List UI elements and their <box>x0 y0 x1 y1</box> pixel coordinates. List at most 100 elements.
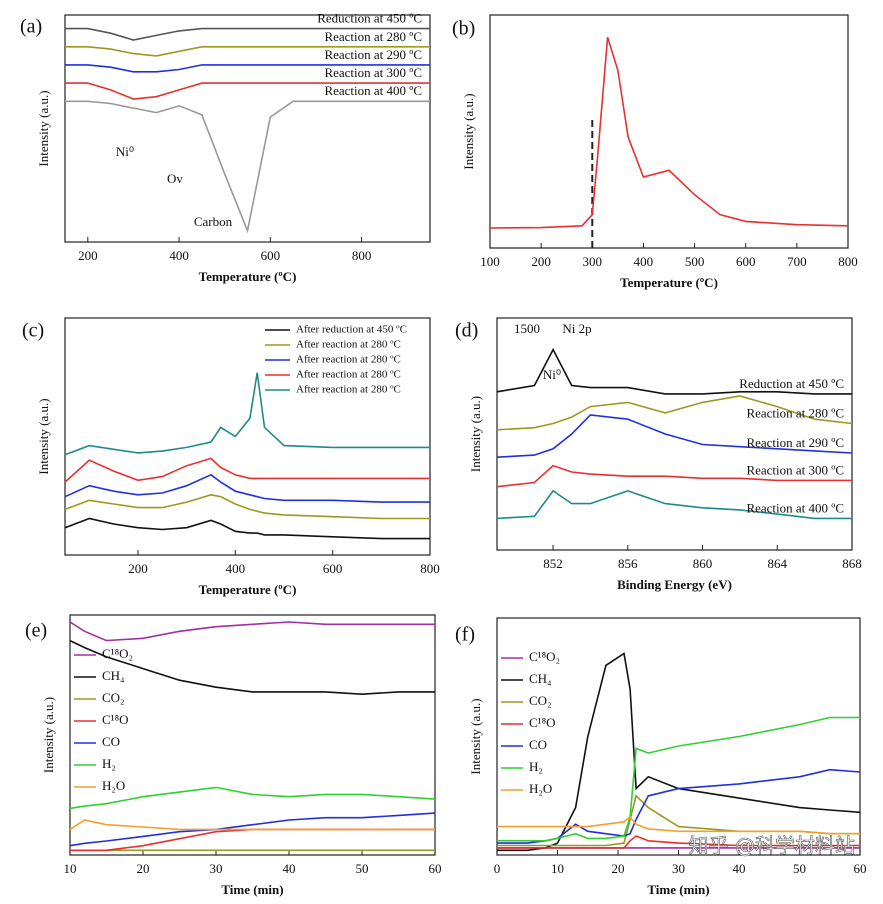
data-line <box>497 815 860 835</box>
data-line <box>65 46 430 57</box>
x-axis-title: Temperature (ºC) <box>199 582 297 597</box>
legend-label: H₂ <box>529 759 543 774</box>
x-tick-label: 200 <box>78 248 98 263</box>
legend-label: C¹⁸O <box>529 715 556 730</box>
data-line <box>69 812 436 847</box>
x-tick-label: 20 <box>612 861 625 876</box>
data-line <box>69 621 435 642</box>
annotation: Ni⁰ <box>543 367 561 382</box>
plot-frame <box>489 14 849 249</box>
annotation: Ov <box>167 171 183 186</box>
panel-label: (e) <box>25 620 47 642</box>
x-tick-label: 400 <box>169 248 189 263</box>
annotation: Ni 2p <box>562 321 591 336</box>
legend-label: C¹⁸O₂ <box>102 646 133 661</box>
x-tick-label: 0 <box>494 861 501 876</box>
data-line <box>64 517 430 540</box>
y-axis-title: Intensity (a.u.) <box>468 698 483 774</box>
legend-label: CH₄ <box>102 668 125 683</box>
legend-label: CO <box>102 734 120 749</box>
legend-label: CO₂ <box>102 690 125 705</box>
data-line <box>497 716 860 842</box>
x-tick-label: 100 <box>480 254 500 269</box>
series-label: Reduction at 450 ºC <box>739 376 844 391</box>
x-tick-label: 300 <box>583 254 603 269</box>
legend-label: After reaction at 280 ºC <box>296 339 401 351</box>
x-tick-label: 400 <box>634 254 654 269</box>
legend-label: H₂O <box>529 781 552 796</box>
data-line <box>69 819 435 831</box>
x-tick-label: 50 <box>356 861 369 876</box>
x-tick-label: 852 <box>543 556 563 571</box>
x-tick-label: 20 <box>137 861 150 876</box>
data-line <box>70 828 435 852</box>
x-axis-title: Time (min) <box>221 882 283 897</box>
data-line <box>65 27 430 41</box>
data-line <box>65 82 430 100</box>
legend-label: After reduction at 450 ºC <box>296 324 407 336</box>
data-line <box>496 395 853 431</box>
x-tick-label: 600 <box>323 561 343 576</box>
x-tick-label: 868 <box>842 556 862 571</box>
legend-label: After reaction at 280 ºC <box>296 384 401 396</box>
series-label: Reaction at 280 ºC <box>746 405 844 420</box>
x-tick-label: 200 <box>531 254 551 269</box>
x-tick-label: 40 <box>283 861 296 876</box>
x-tick-label: 10 <box>551 861 564 876</box>
legend-label: After reaction at 280 ºC <box>296 354 401 366</box>
series-label: Reaction at 400 ºC <box>746 500 844 515</box>
y-axis-title: Intensity (a.u.) <box>41 697 56 773</box>
x-tick-label: 200 <box>128 561 148 576</box>
x-axis-title: Temperature (ºC) <box>620 275 718 290</box>
panel-label: (f) <box>455 624 475 646</box>
data-line <box>64 457 430 483</box>
x-axis-title: Temperature (ºC) <box>199 269 297 284</box>
data-line <box>496 489 852 520</box>
plot-frame <box>496 317 853 551</box>
legend-label: CH₄ <box>529 671 552 686</box>
x-tick-label: 800 <box>838 254 858 269</box>
legend-label: H₂O <box>102 778 125 793</box>
plot-frame <box>69 614 436 856</box>
data-line <box>69 786 436 810</box>
data-line <box>64 473 430 503</box>
data-line <box>497 835 860 849</box>
data-line <box>496 464 852 488</box>
y-axis-title: Intensity (a.u.) <box>468 396 483 472</box>
panel-label: (d) <box>455 320 478 342</box>
legend-label: CO <box>529 737 547 752</box>
series-label: Reaction at 300 ºC <box>746 462 844 477</box>
x-tick-label: 600 <box>736 254 756 269</box>
plot-frame <box>64 14 431 243</box>
x-axis-title: Binding Energy (eV) <box>617 577 732 592</box>
data-line <box>64 372 430 456</box>
series-label: Reaction at 290 ºC <box>324 47 422 62</box>
x-tick-label: 856 <box>618 556 638 571</box>
watermark: 知乎 @科学材料站 <box>689 834 855 858</box>
series-label: Reduction at 450 ºC <box>317 11 422 26</box>
x-tick-label: 30 <box>672 861 685 876</box>
panel-label: (a) <box>20 16 42 38</box>
legend-label: CO₂ <box>529 693 552 708</box>
x-tick-label: 60 <box>429 861 442 876</box>
data-line <box>64 493 430 520</box>
x-tick-label: 40 <box>733 861 746 876</box>
panel-label: (c) <box>22 320 44 342</box>
data-line <box>489 36 849 229</box>
legend-label: After reaction at 280 ºC <box>296 369 401 381</box>
x-tick-label: 400 <box>226 561 246 576</box>
series-label: Reaction at 300 ºC <box>324 65 422 80</box>
x-tick-label: 800 <box>420 561 440 576</box>
series-label: Reaction at 280 ºC <box>324 29 422 44</box>
x-tick-label: 864 <box>768 556 788 571</box>
series-label: Reaction at 290 ºC <box>746 435 844 450</box>
data-line <box>65 100 430 234</box>
legend-label: C¹⁸O <box>102 712 129 727</box>
y-axis-title: Intensity (a.u.) <box>36 90 51 166</box>
x-tick-label: 600 <box>261 248 281 263</box>
series-label: Reaction at 400 ºC <box>324 83 422 98</box>
annotation: Carbon <box>194 214 233 229</box>
y-axis-title: Intensity (a.u.) <box>36 398 51 474</box>
x-tick-label: 700 <box>787 254 807 269</box>
